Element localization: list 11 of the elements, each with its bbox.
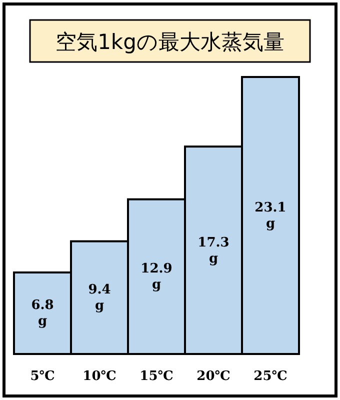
data-label: 23.1 g: [254, 200, 286, 232]
data-label: 17.3 g: [198, 235, 230, 266]
x-tick-label: 10℃: [82, 369, 116, 384]
x-tick-label: 5℃: [30, 369, 55, 384]
data-label: 6.8 g: [31, 298, 54, 330]
x-tick-label: 25℃: [254, 369, 288, 384]
x-tick-label: 15℃: [140, 369, 174, 384]
data-label: 12.9 g: [140, 262, 172, 293]
chart-title: 空気1kgの最大水蒸気量: [56, 30, 284, 54]
data-label: 9.4 g: [88, 282, 111, 314]
x-tick-label: 20℃: [196, 369, 230, 384]
